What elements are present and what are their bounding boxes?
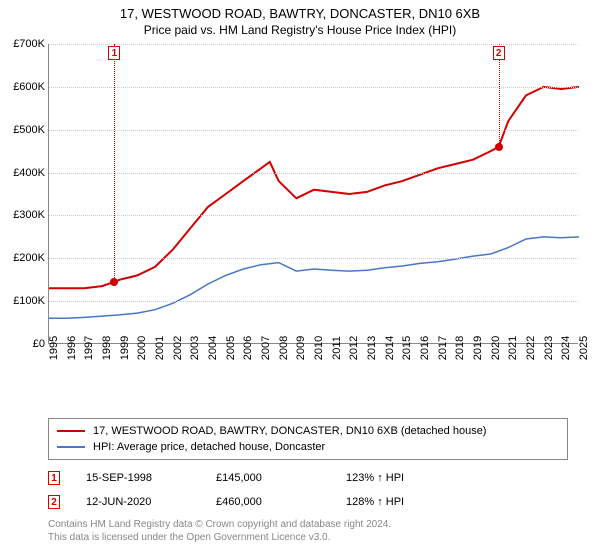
x-axis-label: 2018 [454,336,466,360]
x-axis-label: 2003 [189,336,201,360]
plot-region: £0£100K£200K£300K£400K£500K£600K£700K12 [48,44,578,344]
marker-badge: 2 [48,495,60,509]
grid-line [49,173,578,174]
chart-area: £0£100K£200K£300K£400K£500K£600K£700K12 … [48,44,578,374]
chart-title: 17, WESTWOOD ROAD, BAWTRY, DONCASTER, DN… [0,0,600,21]
marker-badge: 2 [493,46,505,60]
x-axis-label: 2020 [490,336,502,360]
legend-swatch [57,430,85,432]
x-axis-label: 2022 [525,336,537,360]
x-axis-label: 2023 [543,336,555,360]
y-axis-label: £100K [13,295,45,307]
x-axis-label: 2013 [366,336,378,360]
chart-subtitle: Price paid vs. HM Land Registry's House … [0,21,600,41]
y-axis-label: £400K [13,167,45,179]
x-axis-label: 2019 [472,336,484,360]
x-axis-label: 1995 [48,336,60,360]
marker-guide-line [114,44,115,282]
x-axis-label: 2012 [348,336,360,360]
x-axis-label: 2010 [313,336,325,360]
transaction-vs-hpi: 123% ↑ HPI [346,472,476,484]
transaction-date: 12-JUN-2020 [86,496,216,508]
grid-line [49,258,578,259]
transaction-date: 15-SEP-1998 [86,472,216,484]
marker-badge: 1 [108,46,120,60]
y-axis-label: £600K [13,81,45,93]
y-axis-label: £0 [33,338,45,350]
transaction-table: 1 15-SEP-1998 £145,000 123% ↑ HPI 2 12-J… [48,466,568,514]
footnote: Contains HM Land Registry data © Crown c… [48,518,568,544]
x-axis-label: 2005 [225,336,237,360]
y-axis-label: £500K [13,124,45,136]
chart-container: 17, WESTWOOD ROAD, BAWTRY, DONCASTER, DN… [0,0,600,560]
legend: 17, WESTWOOD ROAD, BAWTRY, DONCASTER, DN… [48,418,568,460]
x-axis-label: 1999 [119,336,131,360]
x-axis-label: 2009 [295,336,307,360]
x-axis-label: 2000 [136,336,148,360]
x-axis-label: 2014 [384,336,396,360]
transaction-row: 1 15-SEP-1998 £145,000 123% ↑ HPI [48,466,568,490]
x-axis-label: 2001 [154,336,166,360]
y-axis-label: £300K [13,209,45,221]
transaction-price: £460,000 [216,496,346,508]
grid-line [49,215,578,216]
marker-dot [495,143,503,151]
legend-item: HPI: Average price, detached house, Donc… [57,439,559,455]
x-axis-label: 2002 [172,336,184,360]
x-axis-label: 2017 [437,336,449,360]
footnote-line: This data is licensed under the Open Gov… [48,531,568,544]
x-axis-label: 2024 [560,336,572,360]
marker-dot [110,278,118,286]
x-axis-label: 1998 [101,336,113,360]
x-axis-label: 2021 [507,336,519,360]
transaction-vs-hpi: 128% ↑ HPI [346,496,476,508]
grid-line [49,301,578,302]
legend-swatch [57,446,85,448]
transaction-row: 2 12-JUN-2020 £460,000 128% ↑ HPI [48,490,568,514]
x-axis-label: 2011 [331,336,343,360]
legend-label: 17, WESTWOOD ROAD, BAWTRY, DONCASTER, DN… [93,425,486,437]
legend-item: 17, WESTWOOD ROAD, BAWTRY, DONCASTER, DN… [57,423,559,439]
marker-badge: 1 [48,471,60,485]
x-axis-label: 2004 [207,336,219,360]
x-axis-label: 1997 [83,336,95,360]
legend-label: HPI: Average price, detached house, Donc… [93,441,325,453]
x-axis-label: 2007 [260,336,272,360]
x-axis-label: 2025 [578,336,590,360]
x-axis-label: 2008 [278,336,290,360]
y-axis-label: £200K [13,252,45,264]
footnote-line: Contains HM Land Registry data © Crown c… [48,518,568,531]
x-axis-label: 2016 [419,336,431,360]
transaction-price: £145,000 [216,472,346,484]
x-axis-label: 2015 [401,336,413,360]
x-axis-label: 1996 [66,336,78,360]
x-axis-label: 2006 [242,336,254,360]
y-axis-label: £700K [13,38,45,50]
